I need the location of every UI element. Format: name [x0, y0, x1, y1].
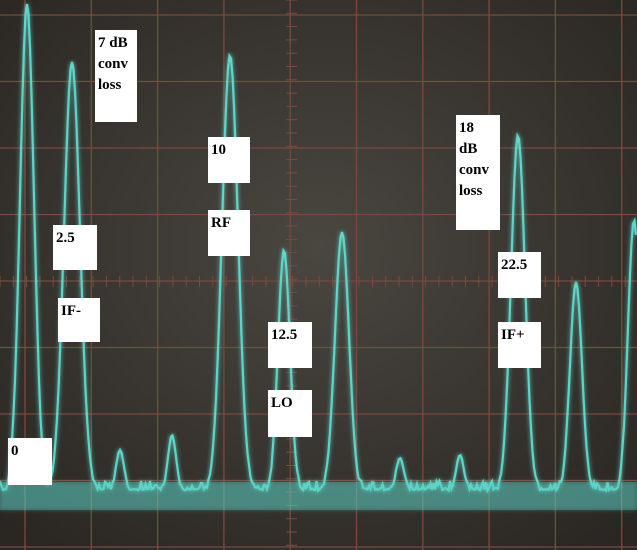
- label-text: IF+: [501, 327, 525, 343]
- label-text: 10: [211, 142, 226, 158]
- label-text: 12.5: [271, 327, 297, 343]
- label-text: IF-: [61, 303, 81, 319]
- label-text: 2.5: [56, 230, 75, 246]
- label-text: 22.5: [501, 257, 527, 273]
- label-text: loss: [98, 77, 122, 93]
- scope-photo: 7 dB conv loss 2.5 IF- 10 RF 12.5 LO 18 dB conv loss…: [0, 0, 637, 550]
- label-text: LO: [271, 395, 293, 411]
- label-text: loss: [459, 183, 483, 199]
- label-text: 7 dB: [98, 35, 128, 51]
- noise-band: [0, 482, 637, 510]
- label-text: 18: [459, 120, 474, 136]
- label-text: conv: [98, 56, 129, 72]
- label-text: 0: [11, 443, 19, 459]
- label-text: RF: [211, 215, 231, 231]
- label-text: conv: [459, 162, 490, 178]
- label-text: dB: [459, 141, 477, 157]
